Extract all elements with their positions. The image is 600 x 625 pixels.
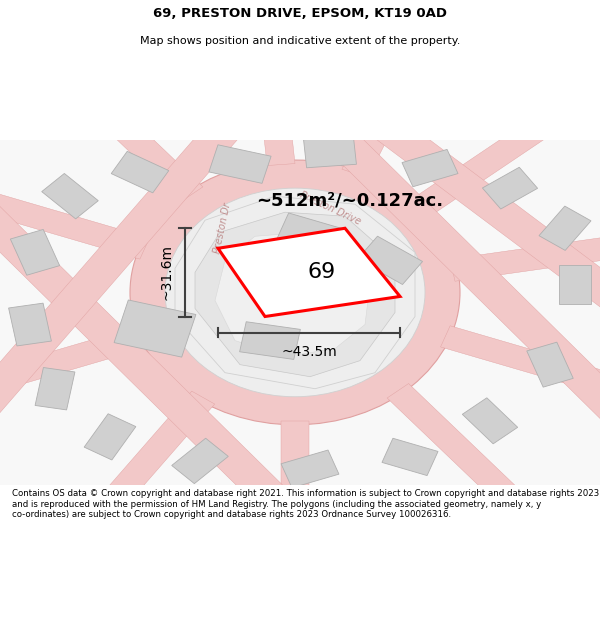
Polygon shape <box>450 231 600 281</box>
Polygon shape <box>8 303 52 346</box>
Polygon shape <box>338 89 600 335</box>
Polygon shape <box>249 0 295 166</box>
Polygon shape <box>342 17 445 177</box>
Polygon shape <box>281 421 309 585</box>
Polygon shape <box>195 213 395 377</box>
Circle shape <box>165 188 425 397</box>
Polygon shape <box>114 300 196 357</box>
Polygon shape <box>281 450 339 488</box>
Polygon shape <box>387 384 541 524</box>
Polygon shape <box>0 182 149 259</box>
Text: ~31.6m: ~31.6m <box>159 244 173 301</box>
Text: Preston Dr: Preston Dr <box>212 202 232 254</box>
Polygon shape <box>275 213 345 259</box>
Text: 69, PRESTON DRIVE, EPSOM, KT19 0AD: 69, PRESTON DRIVE, EPSOM, KT19 0AD <box>153 8 447 20</box>
Polygon shape <box>304 136 356 168</box>
Text: 69: 69 <box>308 262 336 282</box>
Polygon shape <box>382 438 438 476</box>
Polygon shape <box>0 140 600 485</box>
Text: ~43.5m: ~43.5m <box>281 344 337 359</box>
Polygon shape <box>539 206 591 251</box>
Polygon shape <box>0 92 265 453</box>
Text: ~512m²/~0.127ac.: ~512m²/~0.127ac. <box>256 191 443 209</box>
Polygon shape <box>50 61 203 201</box>
Polygon shape <box>35 368 75 410</box>
Polygon shape <box>440 326 600 403</box>
Text: Contains OS data © Crown copyright and database right 2021. This information is : Contains OS data © Crown copyright and d… <box>12 489 599 519</box>
Polygon shape <box>10 229 59 275</box>
Text: Map shows position and indicative extent of the property.: Map shows position and indicative extent… <box>140 36 460 46</box>
Polygon shape <box>358 236 422 284</box>
Polygon shape <box>172 438 228 484</box>
Polygon shape <box>0 326 149 403</box>
Polygon shape <box>74 391 215 539</box>
Polygon shape <box>209 145 271 183</box>
Polygon shape <box>111 151 169 193</box>
Polygon shape <box>527 342 573 387</box>
Polygon shape <box>0 171 314 534</box>
Circle shape <box>130 160 460 425</box>
Polygon shape <box>84 414 136 460</box>
Polygon shape <box>286 91 600 454</box>
Polygon shape <box>402 149 458 187</box>
Polygon shape <box>239 322 301 359</box>
Polygon shape <box>42 174 98 219</box>
Polygon shape <box>215 232 370 357</box>
Polygon shape <box>175 196 415 389</box>
Polygon shape <box>559 265 591 304</box>
Polygon shape <box>482 168 538 209</box>
Polygon shape <box>218 228 400 316</box>
Polygon shape <box>463 398 518 444</box>
Polygon shape <box>409 96 584 219</box>
Text: Preston Drive: Preston Drive <box>298 190 362 227</box>
